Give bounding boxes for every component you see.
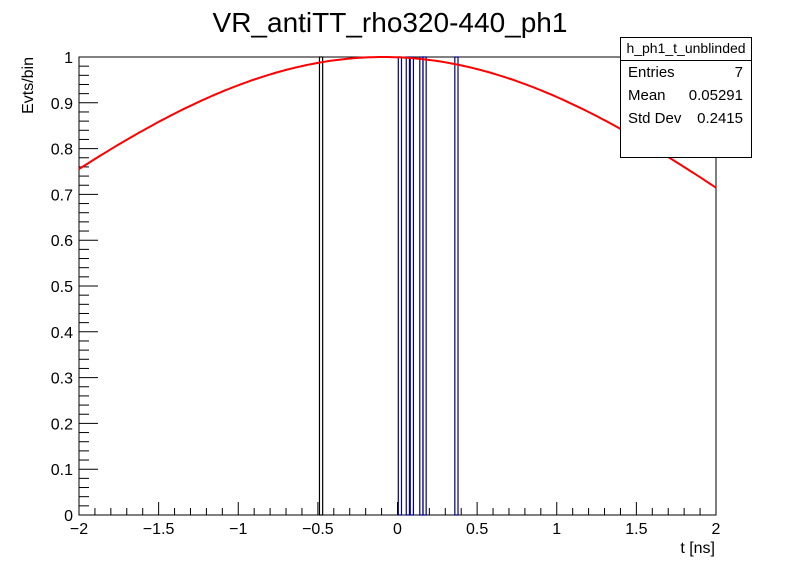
x-tick-label: −0.5 — [302, 521, 334, 538]
stats-row-entries: Entries 7 — [621, 61, 751, 84]
y-tick-label: 0.3 — [51, 371, 73, 388]
y-tick-label: 0.9 — [51, 96, 73, 113]
x-tick-label: 0 — [393, 521, 402, 538]
y-tick-label: 0.4 — [51, 325, 73, 342]
x-tick-label: −2 — [70, 521, 88, 538]
stats-stddev-label: Std Dev — [628, 110, 682, 127]
stats-row-stddev: Std Dev 0.2415 — [621, 107, 751, 130]
stats-entries-label: Entries — [628, 64, 675, 81]
y-tick-label: 0.8 — [51, 142, 73, 159]
x-tick-label: −1.5 — [143, 521, 175, 538]
histogram-bars — [318, 56, 459, 516]
y-axis-label: Evts/bin — [20, 57, 37, 114]
histogram-bar — [454, 56, 459, 516]
stats-entries-value: 7 — [734, 64, 743, 81]
y-tick-label: 0.6 — [51, 233, 73, 250]
stats-row-mean: Mean 0.05291 — [621, 84, 751, 107]
stats-mean-label: Mean — [628, 87, 666, 104]
x-tick-label: 1.5 — [625, 521, 647, 538]
histogram-bar — [318, 56, 324, 516]
y-tick-label: 0.1 — [51, 462, 73, 479]
axis-ticks — [78, 56, 717, 516]
histogram-bar — [397, 56, 403, 516]
histogram-bar — [409, 56, 415, 516]
y-tick-label: 0.5 — [51, 279, 73, 296]
x-axis-label: t [ns] — [680, 540, 715, 557]
histogram-bar — [422, 56, 427, 516]
histogram-bar — [405, 56, 411, 516]
stats-title: h_ph1_t_unblinded — [621, 38, 751, 61]
x-tick-label: −1 — [229, 521, 247, 538]
stats-mean-value: 0.05291 — [688, 87, 743, 104]
x-tick-label: 1 — [552, 521, 561, 538]
tick-labels: −2 −1.5 −1 −0.5 0 0.5 1 1.5 2 0 0.1 0.2 0.3 0.4 0.5 0.6… — [51, 50, 721, 538]
x-tick-label: 0.5 — [466, 521, 488, 538]
fit-curve-layer — [78, 56, 717, 189]
chart-title: VR_antiTT_rho320-440_ph1 — [213, 7, 568, 38]
stats-box: h_ph1_t_unblinded Entries 7 Mean 0.05291… — [620, 37, 752, 158]
y-tick-label: 0.7 — [51, 187, 73, 204]
y-tick-label: 0 — [64, 508, 73, 525]
stats-stddev-value: 0.2415 — [697, 110, 743, 127]
y-tick-label: 1 — [64, 50, 73, 67]
fit-curve — [78, 56, 717, 189]
x-tick-label: 2 — [712, 521, 721, 538]
y-tick-label: 0.2 — [51, 416, 73, 433]
